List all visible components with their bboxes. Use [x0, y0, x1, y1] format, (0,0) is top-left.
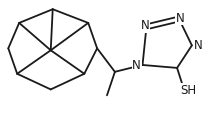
Text: N: N: [132, 59, 141, 72]
Text: N: N: [193, 39, 202, 52]
Text: N: N: [176, 12, 184, 25]
Text: SH: SH: [180, 84, 196, 97]
Text: N: N: [141, 19, 150, 32]
